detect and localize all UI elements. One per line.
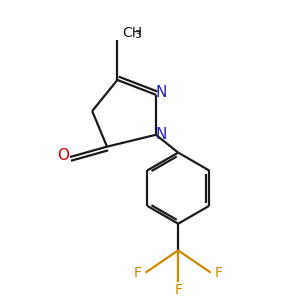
Text: N: N	[156, 85, 167, 100]
Text: F: F	[133, 266, 141, 280]
Text: O: O	[57, 148, 69, 163]
Text: CH: CH	[122, 26, 142, 40]
Text: F: F	[215, 266, 223, 280]
Text: 3: 3	[134, 30, 141, 40]
Text: N: N	[156, 127, 167, 142]
Text: F: F	[174, 283, 182, 297]
